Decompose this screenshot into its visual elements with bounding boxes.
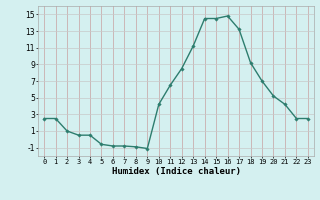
X-axis label: Humidex (Indice chaleur): Humidex (Indice chaleur): [111, 167, 241, 176]
